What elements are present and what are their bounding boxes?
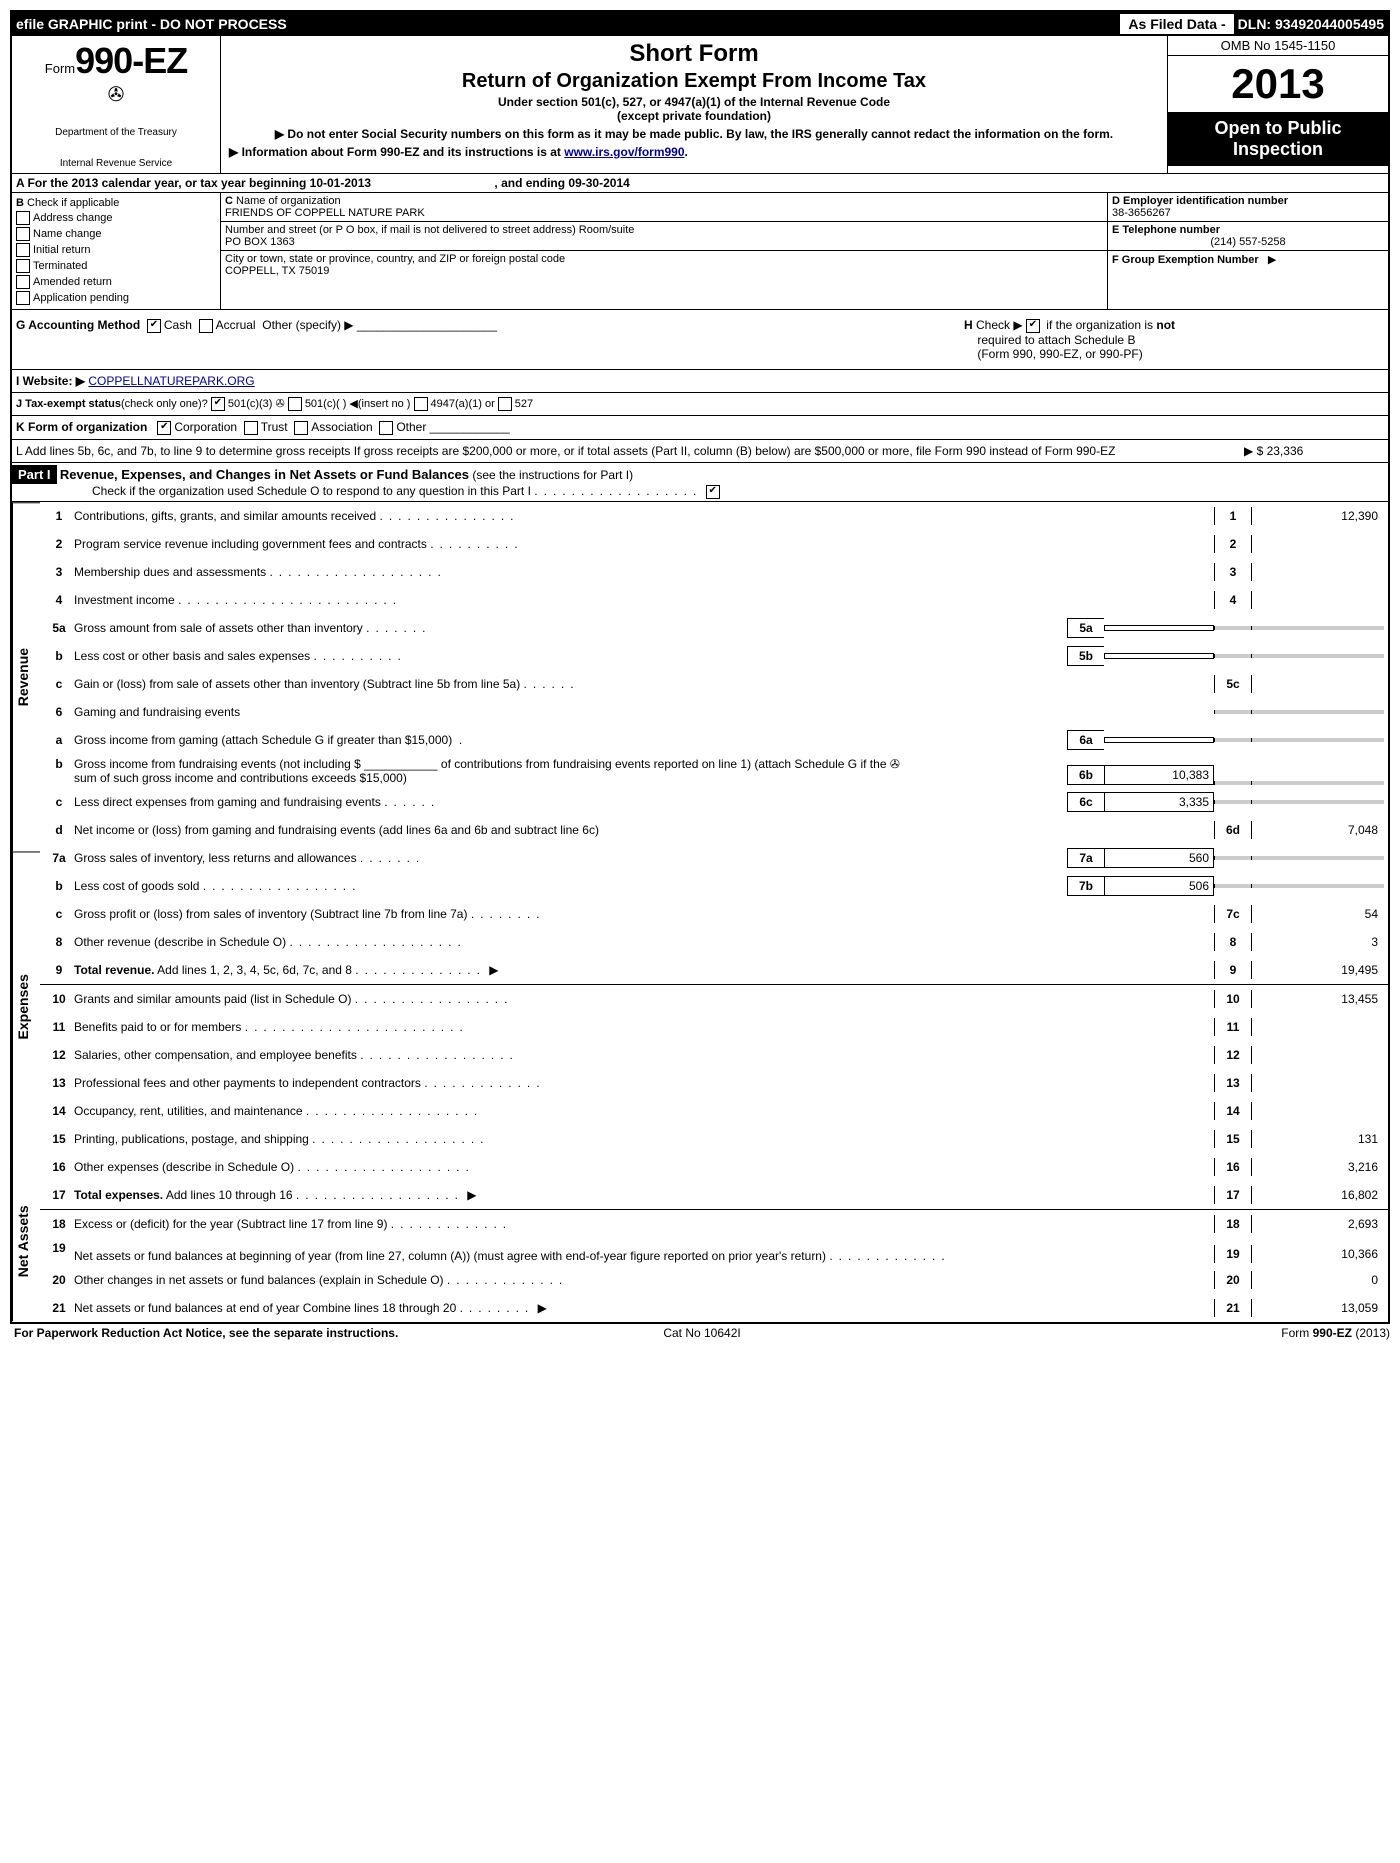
checkbox-501c3[interactable]: ✔	[211, 397, 225, 411]
checkbox-amended[interactable]	[16, 275, 30, 289]
line-3: 3 Membership dues and assessments ......…	[40, 558, 1388, 586]
checkbox-trust[interactable]	[244, 421, 258, 435]
checkbox-schedule-o[interactable]: ✔	[706, 485, 720, 499]
note-info: ▶ Information about Form 990-EZ and its …	[229, 145, 1159, 159]
top-bar: efile GRAPHIC print - DO NOT PROCESS As …	[12, 12, 1388, 36]
checkbox-other-org[interactable]	[379, 421, 393, 435]
line-7b: b Less cost of goods sold ..............…	[40, 872, 1388, 900]
section-c: C Name of organization FRIENDS OF COPPEL…	[220, 193, 1108, 309]
checkbox-501c[interactable]	[288, 397, 302, 411]
line-9: 9 Total revenue. Add lines 1, 2, 3, 4, 5…	[40, 956, 1388, 985]
line-4: 4 Investment income ....................…	[40, 586, 1388, 614]
part-i-header: Part I Revenue, Expenses, and Changes in…	[12, 462, 1388, 502]
dept-irs: Internal Revenue Service	[16, 158, 216, 169]
ein: 38-3656267	[1112, 207, 1171, 219]
checkbox-assoc[interactable]	[294, 421, 308, 435]
checkbox-app-pending[interactable]	[16, 291, 30, 305]
line-6: 6 Gaming and fundraising events	[40, 698, 1388, 726]
line-5b: b Less cost or other basis and sales exp…	[40, 642, 1388, 670]
line-6a: a Gross income from gaming (attach Sched…	[40, 726, 1388, 754]
checkbox-527[interactable]	[498, 397, 512, 411]
checkbox-h[interactable]: ✔	[1026, 319, 1040, 333]
form-990ez: efile GRAPHIC print - DO NOT PROCESS As …	[10, 10, 1390, 1324]
line-17: 17 Total expenses. Add lines 10 through …	[40, 1181, 1388, 1210]
header-left: Form990-EZ ✇ Department of the Treasury …	[12, 36, 221, 173]
header-center: Short Form Return of Organization Exempt…	[221, 36, 1167, 173]
line-8: 8 Other revenue (describe in Schedule O)…	[40, 928, 1388, 956]
line-12: 12 Salaries, other compensation, and emp…	[40, 1041, 1388, 1069]
title-short-form: Short Form	[229, 40, 1159, 68]
line-19: 19 Net assets or fund balances at beginn…	[40, 1238, 1388, 1266]
line-5a: 5a Gross amount from sale of assets othe…	[40, 614, 1388, 642]
line-21: 21 Net assets or fund balances at end of…	[40, 1294, 1388, 1322]
checkbox-name-change[interactable]	[16, 227, 30, 241]
form-prefix: Form	[45, 61, 75, 76]
line-a: A For the 2013 calendar year, or tax yea…	[12, 174, 1388, 193]
phone: (214) 557-5258	[1112, 236, 1384, 248]
subtitle-section: Under section 501(c), 527, or 4947(a)(1)…	[229, 95, 1159, 109]
footer-catno: Cat No 10642I	[473, 1326, 932, 1340]
line-1: 1 Contributions, gifts, grants, and simi…	[40, 502, 1388, 530]
checkbox-terminated[interactable]	[16, 259, 30, 273]
footer-form: Form 990-EZ (2013)	[931, 1326, 1390, 1340]
section-b: B Check if applicable Address change Nam…	[12, 193, 220, 309]
line-2: 2 Program service revenue including gove…	[40, 530, 1388, 558]
subtitle-except: (except private foundation)	[229, 109, 1159, 123]
open-inspection: Open to Public Inspection	[1168, 112, 1388, 166]
website-link[interactable]: COPPELLNATUREPARK.ORG	[88, 374, 254, 388]
line-10: 10 Grants and similar amounts paid (list…	[40, 985, 1388, 1013]
dept-treasury: Department of the Treasury	[16, 127, 216, 138]
section-b-to-f: B Check if applicable Address change Nam…	[12, 193, 1388, 310]
line-7c: c Gross profit or (loss) from sales of i…	[40, 900, 1388, 928]
line-6c: c Less direct expenses from gaming and f…	[40, 788, 1388, 816]
gross-receipts: $ 23,336	[1257, 444, 1304, 458]
main-table: Revenue Expenses Net Assets 1 Contributi…	[12, 502, 1388, 1322]
irs-link[interactable]: www.irs.gov/form990	[564, 145, 684, 159]
line-20: 20 Other changes in net assets or fund b…	[40, 1266, 1388, 1294]
line-i: I Website: ▶ COPPELLNATUREPARK.ORG	[12, 370, 1388, 393]
dln: DLN: 93492044005495	[1238, 16, 1384, 32]
omb-number: OMB No 1545-1150	[1168, 36, 1388, 56]
tax-year: 2013	[1168, 56, 1388, 112]
label-netassets: Net Assets	[12, 1162, 40, 1321]
line-5c: c Gain or (loss) from sale of assets oth…	[40, 670, 1388, 698]
efile-notice: efile GRAPHIC print - DO NOT PROCESS	[16, 16, 1116, 32]
side-labels: Revenue Expenses Net Assets	[12, 502, 40, 1322]
org-street: PO BOX 1363	[225, 236, 295, 248]
line-6b: b Gross income from fundraising events (…	[40, 754, 1388, 788]
checkbox-corp[interactable]: ✔	[157, 421, 171, 435]
header-right: OMB No 1545-1150 2013 Open to Public Ins…	[1167, 36, 1388, 173]
line-l: L Add lines 5b, 6c, and 7b, to line 9 to…	[12, 440, 1388, 462]
note-ssn: ▶ Do not enter Social Security numbers o…	[229, 127, 1159, 141]
form-number: 990-EZ	[75, 40, 187, 81]
line-items: 1 Contributions, gifts, grants, and simi…	[40, 502, 1388, 1322]
line-j: J Tax-exempt status(check only one)? ✔50…	[12, 393, 1388, 416]
footer: For Paperwork Reduction Act Notice, see …	[10, 1324, 1394, 1342]
line-15: 15 Printing, publications, postage, and …	[40, 1125, 1388, 1153]
header: Form990-EZ ✇ Department of the Treasury …	[12, 36, 1388, 174]
label-revenue: Revenue	[12, 502, 40, 851]
section-d-e-f: D Employer identification number 38-3656…	[1108, 193, 1388, 309]
line-14: 14 Occupancy, rent, utilities, and maint…	[40, 1097, 1388, 1125]
line-11: 11 Benefits paid to or for members .....…	[40, 1013, 1388, 1041]
as-filed: As Filed Data -	[1120, 14, 1233, 34]
checkbox-4947[interactable]	[414, 397, 428, 411]
checkbox-accrual[interactable]	[199, 319, 213, 333]
label-expenses: Expenses	[12, 851, 40, 1162]
org-city: COPPELL, TX 75019	[225, 265, 329, 277]
line-7a: 7a Gross sales of inventory, less return…	[40, 844, 1388, 872]
org-name: FRIENDS OF COPPELL NATURE PARK	[225, 207, 425, 219]
checkbox-cash[interactable]: ✔	[147, 319, 161, 333]
line-g-h: G Accounting Method ✔Cash Accrual Other …	[12, 310, 1388, 370]
line-18: 18 Excess or (deficit) for the year (Sub…	[40, 1210, 1388, 1238]
checkbox-initial-return[interactable]	[16, 243, 30, 257]
line-6d: d Net income or (loss) from gaming and f…	[40, 816, 1388, 844]
footer-paperwork: For Paperwork Reduction Act Notice, see …	[14, 1326, 473, 1340]
title-return: Return of Organization Exempt From Incom…	[229, 70, 1159, 93]
line-k: K Form of organization ✔Corporation Trus…	[12, 416, 1388, 440]
line-13: 13 Professional fees and other payments …	[40, 1069, 1388, 1097]
line-16: 16 Other expenses (describe in Schedule …	[40, 1153, 1388, 1181]
checkbox-address-change[interactable]	[16, 211, 30, 225]
